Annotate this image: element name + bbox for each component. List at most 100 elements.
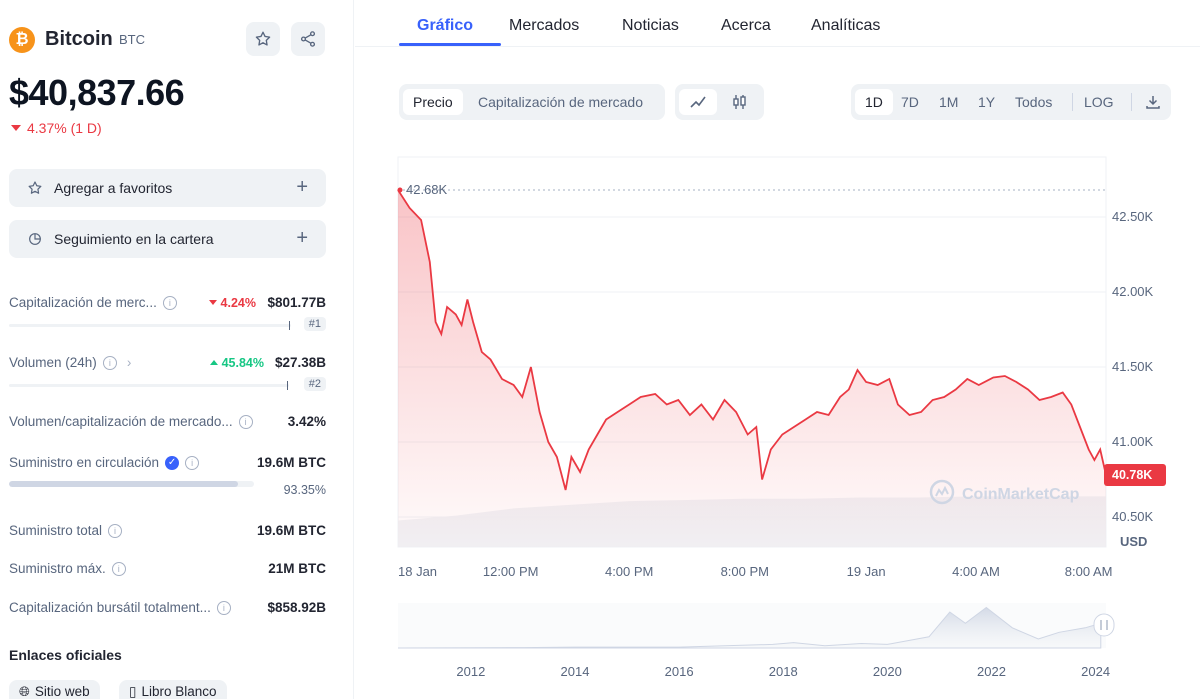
range-all-button[interactable]: Todos (1015, 94, 1053, 110)
stat-value: $858.92B (267, 600, 326, 615)
favorite-star-button[interactable] (246, 22, 280, 56)
stat-value: 21M BTC (268, 561, 326, 576)
navigator-tick-label: 2020 (873, 664, 902, 679)
stat-value: 3.42% (287, 414, 326, 429)
log-scale-button[interactable]: LOG (1084, 94, 1114, 110)
stat-max-supply: Suministro máx. i 21M BTC (9, 561, 326, 581)
stat-change: 4.24% (208, 296, 256, 310)
line-chart-button[interactable] (679, 89, 717, 115)
whitepaper-link[interactable]: ▯ Libro Blanco (119, 680, 227, 699)
y-tick-label: 42.00K (1112, 284, 1154, 299)
pie-chart-icon (29, 233, 41, 245)
stat-label: Suministro total (9, 523, 103, 538)
y-tick-label: 40.50K (1112, 509, 1154, 524)
star-icon (28, 181, 42, 194)
stat-change: 45.84% (209, 356, 264, 370)
price-line (397, 189, 1107, 491)
active-tab-indicator (399, 43, 501, 46)
document-icon: ▯ (129, 684, 137, 699)
info-icon[interactable]: i (238, 415, 253, 430)
y-tick-label: 41.50K (1112, 359, 1154, 374)
star-icon (255, 31, 271, 46)
x-tick-label: 4:00 PM (605, 564, 653, 579)
info-icon[interactable]: i (102, 356, 117, 371)
share-icon (300, 31, 316, 47)
verified-check-icon: ✓ (165, 456, 180, 471)
stat-label: Suministro máx. (9, 561, 106, 576)
supply-progress-bar (9, 481, 254, 487)
add-to-favorites-button[interactable]: Agregar a favoritos + (9, 169, 326, 207)
x-tick-label: 12:00 PM (483, 564, 539, 579)
navigator-tick-label: 2018 (769, 664, 798, 679)
range-1y-button[interactable]: 1Y (978, 94, 996, 110)
chart-style-toggle (675, 84, 764, 120)
price-area (398, 190, 1106, 547)
watermark-text: CoinMarketCap (962, 486, 1080, 503)
rank-badge: #2 (303, 377, 326, 391)
track-portfolio-label: Seguimiento en la cartera (54, 231, 214, 247)
bitcoin-logo-icon: ₿ (9, 27, 35, 53)
navigator-handle[interactable] (1093, 613, 1115, 637)
chevron-right-icon[interactable]: › (126, 355, 132, 370)
stat-volume: Volumen (24h) i › 45.84% $27.38B #2 (9, 355, 326, 395)
download-button[interactable] (1135, 89, 1167, 115)
stat-label: Suministro en circulación (9, 455, 160, 470)
stat-volume-market-cap: Volumen/capitalización de mercado... i 3.… (9, 414, 326, 434)
current-price-badge: 40.78K (1104, 464, 1166, 486)
x-tick-label: 8:00 AM (1065, 564, 1113, 579)
coin-symbol: BTC (119, 32, 145, 47)
info-icon[interactable]: i (111, 562, 126, 577)
range-1d-button[interactable]: 1D (855, 89, 893, 115)
stat-value: $27.38B (274, 355, 326, 370)
info-icon[interactable]: i (162, 296, 177, 311)
stat-value: 19.6M BTC (256, 523, 326, 538)
watermark: CoinMarketCap (929, 479, 1080, 505)
price-chart[interactable]: 42.50K 42.00K 41.50K 41.00K 40.50K 18 Jan 12:… (396, 150, 1176, 690)
navigator-area (397, 606, 1102, 649)
tab-chart[interactable]: Gráfico (417, 17, 474, 34)
stat-value: $801.77B (267, 295, 326, 310)
download-icon (1146, 96, 1160, 109)
candlestick-chart-button[interactable] (721, 89, 759, 115)
stat-label: Volumen (24h) (9, 355, 97, 370)
info-icon[interactable]: i (216, 601, 231, 616)
candlestick-icon (733, 95, 746, 109)
high-label: 42.68K (406, 182, 448, 197)
tab-about[interactable]: Acerca (721, 17, 771, 34)
share-button[interactable] (291, 22, 325, 56)
current-price-label: 40.78K (1112, 468, 1152, 482)
rank-bar (9, 381, 289, 390)
metric-price-button[interactable]: Precio (403, 89, 463, 115)
plus-icon: + (296, 176, 308, 198)
x-tick-label: 8:00 PM (721, 564, 769, 579)
tab-analytics[interactable]: Analíticas (811, 17, 881, 34)
plus-icon: + (296, 227, 308, 249)
supply-percent: 93.35% (283, 483, 326, 497)
tab-news[interactable]: Noticias (622, 17, 679, 34)
coin-sidebar: ₿ Bitcoin BTC $40,837.66 4.37% (1 D) Agr… (0, 0, 354, 699)
stat-label: Volumen/capitalización de mercado... (9, 414, 233, 429)
metric-toggle: Precio Capitalización de mercado (399, 84, 665, 120)
stat-fully-diluted: Capitalización bursátil totalment... i $8… (9, 600, 326, 620)
info-icon[interactable]: i (185, 456, 200, 471)
coin-price: $40,837.66 (9, 72, 185, 113)
stat-market-cap: Capitalización de merc... i 4.24% $801.77… (9, 295, 326, 335)
tab-markets[interactable]: Mercados (509, 17, 580, 34)
range-7d-button[interactable]: 7D (901, 94, 919, 110)
x-axis: 18 Jan 12:00 PM 4:00 PM 8:00 PM 19 Jan 4:00 A… (398, 564, 1113, 579)
currency-label: USD (1120, 534, 1147, 549)
content-tabs: Gráfico Mercados Noticias Acerca Analíti… (355, 0, 1200, 47)
website-link[interactable]: 🌐︎ Sitio web (9, 680, 100, 699)
metric-market-cap-button[interactable]: Capitalización de mercado (478, 94, 643, 110)
stat-circulating-supply: Suministro en circulación ✓ i 19.6M BTC 93… (9, 455, 326, 497)
price-change-text: 4.37% (1 D) (27, 120, 102, 136)
track-portfolio-button[interactable]: Seguimiento en la cartera + (9, 220, 326, 258)
range-1m-button[interactable]: 1M (939, 94, 959, 110)
add-to-favorites-label: Agregar a favoritos (54, 180, 173, 196)
rank-bar (9, 321, 291, 330)
navigator-tick-label: 2014 (561, 664, 590, 679)
coin-header: ₿ Bitcoin BTC (9, 22, 339, 56)
info-icon[interactable]: i (108, 524, 123, 539)
supply-progress-fill (9, 481, 238, 487)
coinmarketcap-logo-icon (929, 479, 955, 505)
